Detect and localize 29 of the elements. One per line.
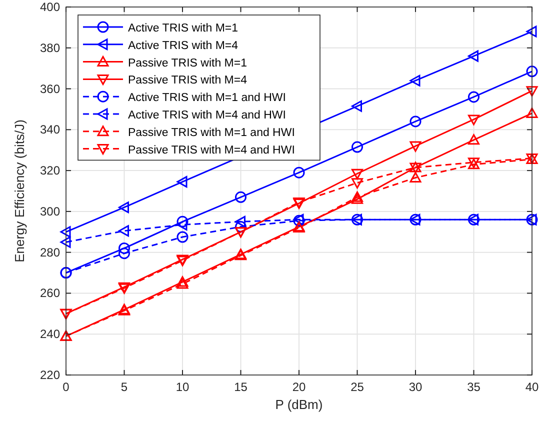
legend-label: Active TRIS with M=4 and HWI bbox=[128, 110, 286, 122]
y-tick-label: 320 bbox=[40, 164, 60, 178]
y-tick-label: 220 bbox=[40, 368, 60, 382]
x-tick-label: 10 bbox=[176, 380, 190, 394]
x-tick-label: 30 bbox=[408, 380, 422, 394]
x-tick-label: 15 bbox=[234, 380, 248, 394]
x-tick-label: 0 bbox=[62, 380, 70, 394]
y-tick-label: 360 bbox=[40, 82, 60, 96]
y-tick-label: 400 bbox=[40, 0, 60, 14]
y-tick-label: 260 bbox=[40, 286, 60, 300]
legend-label: Passive TRIS with M=1 and HWI bbox=[128, 126, 295, 139]
legend-label: Passive TRIS with M=4 bbox=[128, 74, 248, 87]
x-axis-title: P (dBm) bbox=[275, 397, 323, 412]
x-tick-label: 25 bbox=[350, 380, 364, 394]
y-tick-label: 240 bbox=[40, 327, 60, 342]
y-tick-label: 300 bbox=[40, 204, 60, 218]
y-axis-title: Energy Efficiency (bits/J) bbox=[12, 120, 27, 262]
legend-label: Passive TRIS with M=4 and HWI bbox=[128, 144, 295, 156]
y-tick-label: 280 bbox=[40, 245, 60, 260]
x-tick-label: 40 bbox=[525, 380, 539, 394]
x-tick-label: 20 bbox=[292, 380, 306, 394]
y-tick-label: 380 bbox=[40, 40, 60, 55]
x-tick-label: 5 bbox=[120, 380, 128, 394]
y-tick-label: 340 bbox=[40, 122, 60, 137]
legend-label: Active TRIS with M=1 bbox=[128, 22, 238, 34]
x-tick-label: 35 bbox=[467, 380, 481, 394]
legend-label: Passive TRIS with M=1 bbox=[128, 57, 247, 70]
legend-label: Active TRIS with M=1 and HWI bbox=[128, 92, 286, 104]
legend-label: Active TRIS with M=4 bbox=[128, 40, 239, 52]
